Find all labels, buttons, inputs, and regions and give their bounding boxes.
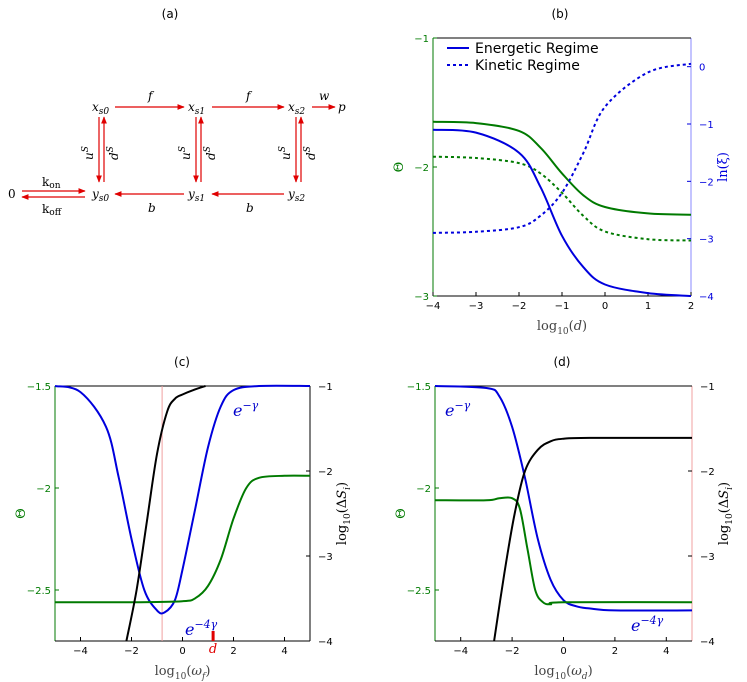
rate-w: w [319, 89, 330, 103]
legend-entry: Kinetic Regime [475, 58, 580, 74]
y-right-tick-label: −2 [318, 467, 333, 478]
annotation-e-gamma: e−γ [233, 399, 259, 420]
y-left-tick-label: −2 [416, 484, 431, 495]
y-left-tick-label: −1.5 [27, 382, 51, 393]
x-axis-label: log10(ωd) [534, 664, 592, 682]
y-left-tick-label: −2 [36, 484, 51, 495]
series-line-green [432, 120, 692, 216]
y-right-label: ln(ξ) [716, 152, 731, 182]
y-left-tick-label: −2.5 [407, 586, 431, 597]
x-axis-label: log10(d) [537, 319, 587, 337]
y-right-tick-label: −3 [318, 552, 333, 563]
series-line-green [434, 496, 693, 606]
rate-f2: f [245, 89, 253, 103]
y-right-tick-label: −3 [700, 552, 715, 563]
x-tick-label: 2 [230, 646, 236, 657]
d-marker-label: d [209, 642, 217, 657]
y-right-label: log10(ΔSi) [335, 482, 353, 545]
panel-c: (c) −4 −2 0 2 4 −2.5 −2 −1.5 −4 −3 −2 −1 log10(ωf) Θlo… [14, 355, 353, 682]
panel-label: (b) [552, 7, 569, 21]
x-tick-label: 0 [179, 646, 185, 657]
y-right-tick-label: −4 [318, 637, 333, 648]
y-left-label: Θ [392, 162, 407, 173]
y-right-tick-label: 0 [699, 63, 705, 74]
x-tick-label: −4 [453, 646, 468, 657]
svg-text:dS: dS [203, 146, 218, 160]
y-right-tick-label: −4 [700, 637, 715, 648]
series-line-green-dashed [432, 155, 692, 242]
x-tick-label: 0 [560, 646, 566, 657]
x-tick-label: −3 [469, 301, 484, 312]
vertical-arrows [96, 116, 304, 183]
y-right-tick-label: −1 [699, 120, 714, 131]
x-tick-label: 1 [645, 301, 651, 312]
y-left-tick-label: −2.5 [27, 586, 51, 597]
panel-a-label: (a) [162, 7, 179, 21]
x-tick-label: 4 [281, 646, 287, 657]
panel-label: (c) [174, 355, 190, 369]
y-right-tick-label: −1 [318, 382, 333, 393]
series-line-blue [432, 128, 692, 297]
rate-koff: koff [42, 202, 62, 218]
x-tick-label: 2 [688, 301, 694, 312]
panel-label: (d) [554, 355, 571, 369]
legend-entry: Energetic Regime [475, 41, 599, 57]
y-right-tick-label: −1 [700, 382, 715, 393]
series-line-black [493, 436, 693, 642]
series-line-black [125, 385, 206, 642]
series-line-blue [434, 385, 693, 612]
x-tick-label: −4 [73, 646, 88, 657]
annotation-e-gamma: e−γ [445, 399, 471, 420]
panel-d: (d) −4 −2 0 2 4 −2.5 −2 −1.5 −4 −3 −2 −1 log10(ωd) Θlo… [394, 355, 735, 682]
vertical-rate-labels: uS dS uS dS uS dS [81, 146, 318, 160]
x-tick-label: 2 [612, 646, 618, 657]
y-right-tick-label: −3 [699, 235, 714, 246]
svg-text:uS: uS [278, 146, 293, 160]
rate-b1: b [148, 201, 156, 215]
y-left-label: Θ [394, 508, 409, 519]
node-ys0: ys0 [91, 187, 109, 204]
x-tick-label: 4 [663, 646, 669, 657]
series-line-blue-dashed [432, 62, 692, 234]
y-right-tick-label: −2 [700, 467, 715, 478]
node-p: p [338, 100, 346, 114]
svg-text:uS: uS [81, 146, 96, 160]
y-left-tick-label: −3 [414, 292, 429, 303]
series-line-green [54, 474, 311, 604]
node-ys1: ys1 [187, 187, 205, 204]
y-right-tick-label: −4 [699, 292, 714, 303]
svg-text:dS: dS [303, 146, 318, 160]
y-right-label: log10(ΔSi) [717, 482, 735, 545]
y-left-tick-label: −1.5 [407, 382, 431, 393]
svg-text:uS: uS [178, 146, 193, 160]
x-tick-label: −4 [426, 301, 441, 312]
y-left-label: Θ [14, 508, 29, 519]
node-xs0: xs0 [92, 100, 109, 117]
x-tick-label: −2 [124, 646, 139, 657]
node-xs1: xs1 [188, 100, 205, 117]
annotation-e-4gamma: e−4γ [185, 618, 218, 639]
series-line-blue [54, 384, 311, 615]
x-tick-label: −2 [505, 646, 520, 657]
panel-a: (a) xs0 xs1 xs2 p ys0 ys1 ys2 0 f f w b … [8, 7, 346, 218]
node-zero: 0 [8, 187, 16, 201]
rate-kon: kon [42, 175, 61, 191]
rate-f1: f [147, 89, 155, 103]
node-xs2: xs2 [288, 100, 305, 117]
x-tick-label: −1 [555, 301, 570, 312]
annotation-e-4gamma: e−4γ [631, 614, 664, 635]
svg-text:dS: dS [106, 146, 121, 160]
x-tick-label: 0 [602, 301, 608, 312]
y-left-tick-label: −2 [414, 163, 429, 174]
x-axis-label: log10(ωf) [155, 664, 211, 682]
y-left-tick-label: −1 [414, 34, 429, 45]
y-right-tick-label: −2 [699, 177, 714, 188]
rate-b2: b [246, 201, 254, 215]
node-ys2: ys2 [287, 187, 305, 204]
x-tick-label: −2 [512, 301, 527, 312]
